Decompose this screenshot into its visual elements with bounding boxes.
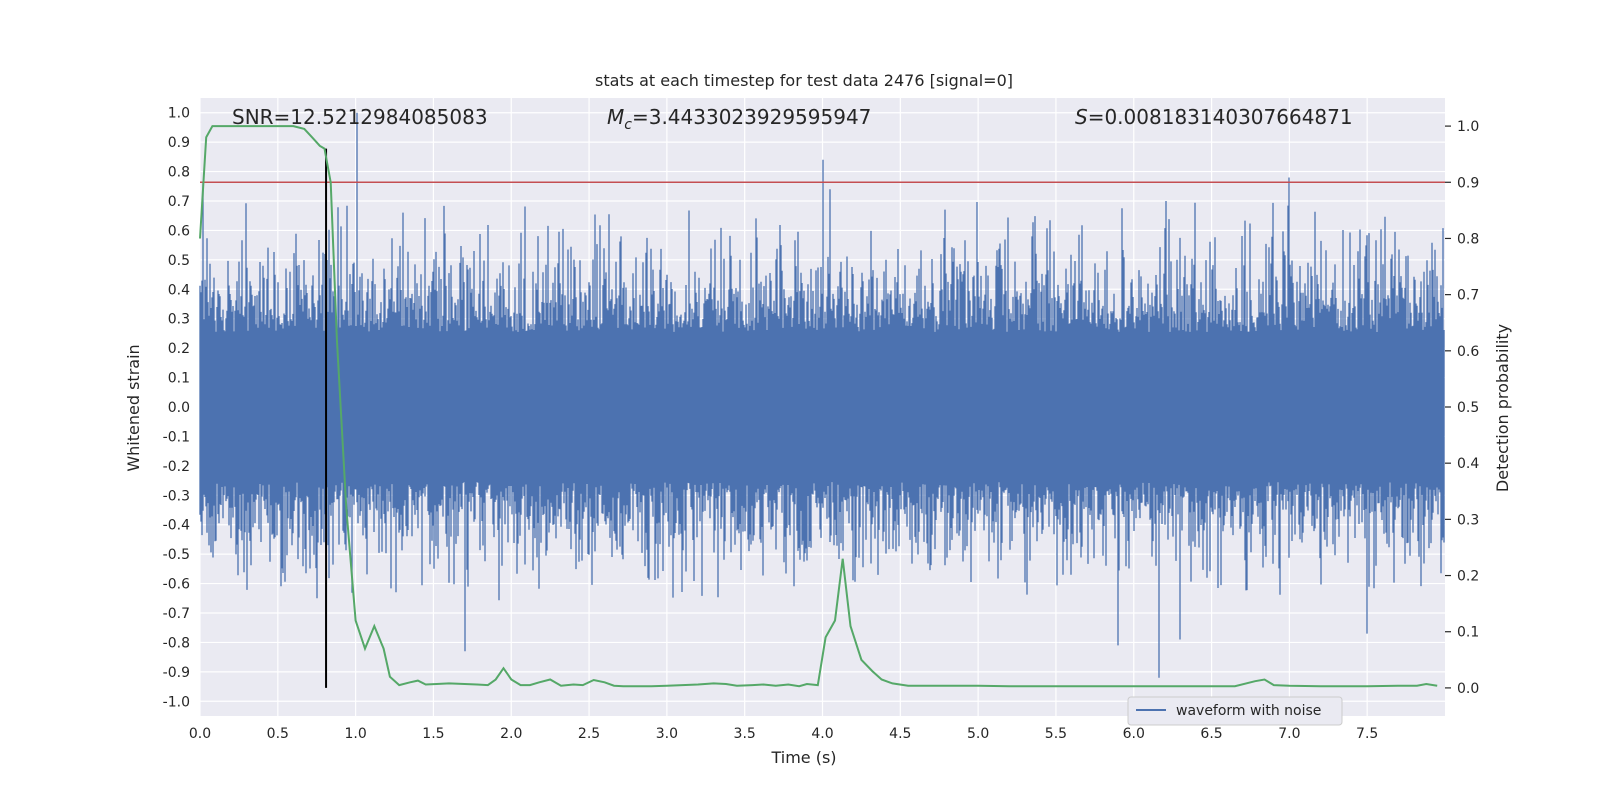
y2-tick-label: 0.1 — [1457, 625, 1479, 641]
y-axis-label: Whitened strain — [124, 344, 143, 471]
x-tick-label: 2.0 — [500, 726, 522, 742]
x-tick-label: 2.5 — [578, 726, 600, 742]
x-tick-label: 7.5 — [1356, 726, 1378, 742]
y-tick-label: -0.8 — [163, 635, 190, 651]
y2-tick-label: 0.5 — [1457, 400, 1479, 416]
x-tick-label: 3.0 — [656, 726, 678, 742]
mc-subscript: c — [624, 117, 632, 133]
x-axis-ticks: 0.0 0.5 1.0 1.5 2.0 2.5 3.0 3.5 4.0 4.5 5.0 5.5 6.0 6… — [189, 726, 1378, 742]
s-symbol: S — [1075, 105, 1088, 129]
mc-annotation: Mc=3.4433023929595947 — [607, 105, 871, 133]
y-tick-label: 0.5 — [168, 253, 190, 269]
s-annotation: S=0.008183140307664871 — [1075, 105, 1353, 129]
y-tick-label: -0.5 — [163, 547, 190, 563]
y2-tick-label: 1.0 — [1457, 119, 1479, 135]
x-tick-label: 5.5 — [1045, 726, 1067, 742]
x-axis-label: Time (s) — [770, 748, 836, 767]
y-axis-ticks: -1.0 -0.9 -0.8 -0.7 -0.6 -0.5 -0.4 -0.3 -0.2 -0.1… — [163, 106, 190, 711]
mc-symbol: M — [607, 105, 624, 129]
y-tick-label: 0.0 — [168, 400, 190, 416]
y-tick-label: -0.4 — [163, 518, 190, 534]
chart-title: stats at each timestep for test data 247… — [595, 71, 1013, 90]
y-tick-label: 0.9 — [168, 135, 190, 151]
x-tick-label: 3.5 — [734, 726, 756, 742]
y-tick-label: 0.8 — [168, 165, 190, 181]
y2-tick-label: 0.2 — [1457, 569, 1479, 585]
y-tick-label: 0.2 — [168, 341, 190, 357]
x-tick-label: 6.0 — [1123, 726, 1145, 742]
y-tick-label: 1.0 — [168, 106, 190, 122]
y2-tick-label: 0.0 — [1457, 681, 1479, 697]
x-tick-label: 1.0 — [344, 726, 366, 742]
y2-tick-label: 0.6 — [1457, 344, 1479, 360]
y-tick-label: 0.4 — [168, 282, 190, 298]
y2-axis-label: Detection probability — [1493, 324, 1512, 492]
y-tick-label: -0.1 — [163, 429, 190, 445]
y-tick-label: -0.6 — [163, 577, 190, 593]
x-tick-label: 4.0 — [811, 726, 833, 742]
y-tick-label: -0.9 — [163, 665, 190, 681]
x-tick-label: 5.0 — [967, 726, 989, 742]
y2-tick-label: 0.8 — [1457, 231, 1479, 247]
y-tick-label: -0.7 — [163, 606, 190, 622]
x-tick-label: 4.5 — [889, 726, 911, 742]
y-tick-label: -0.2 — [163, 459, 190, 475]
y2-axis-ticks: 0.0 0.1 0.2 0.3 0.4 0.5 0.6 0.7 0.8 0.9 1.0 — [1445, 119, 1479, 697]
y2-tick-label: 0.3 — [1457, 512, 1479, 528]
x-tick-label: 1.5 — [422, 726, 444, 742]
y2-tick-label: 0.7 — [1457, 288, 1479, 304]
x-tick-label: 0.5 — [267, 726, 289, 742]
legend: waveform with noise — [1127, 696, 1343, 726]
legend-box — [1127, 696, 1343, 726]
y2-tick-label: 0.4 — [1457, 456, 1479, 472]
x-tick-label: 6.5 — [1200, 726, 1222, 742]
y-tick-label: 0.3 — [168, 312, 190, 328]
y-tick-label: 0.6 — [168, 223, 190, 239]
mc-value: =3.4433023929595947 — [632, 105, 871, 129]
y-tick-label: -1.0 — [163, 694, 190, 710]
y2-tick-label: 0.9 — [1457, 175, 1479, 191]
s-value: =0.008183140307664871 — [1088, 105, 1353, 129]
y-tick-label: -0.3 — [163, 488, 190, 504]
y-tick-label: 0.1 — [168, 371, 190, 387]
x-tick-label: 0.0 — [189, 726, 211, 742]
detection-probability-line — [199, 125, 1438, 688]
y-tick-label: 0.7 — [168, 194, 190, 210]
legend-label: waveform with noise — [1176, 703, 1321, 719]
x-tick-label: 7.0 — [1278, 726, 1300, 742]
snr-annotation: SNR=12.5212984085083 — [232, 105, 488, 129]
